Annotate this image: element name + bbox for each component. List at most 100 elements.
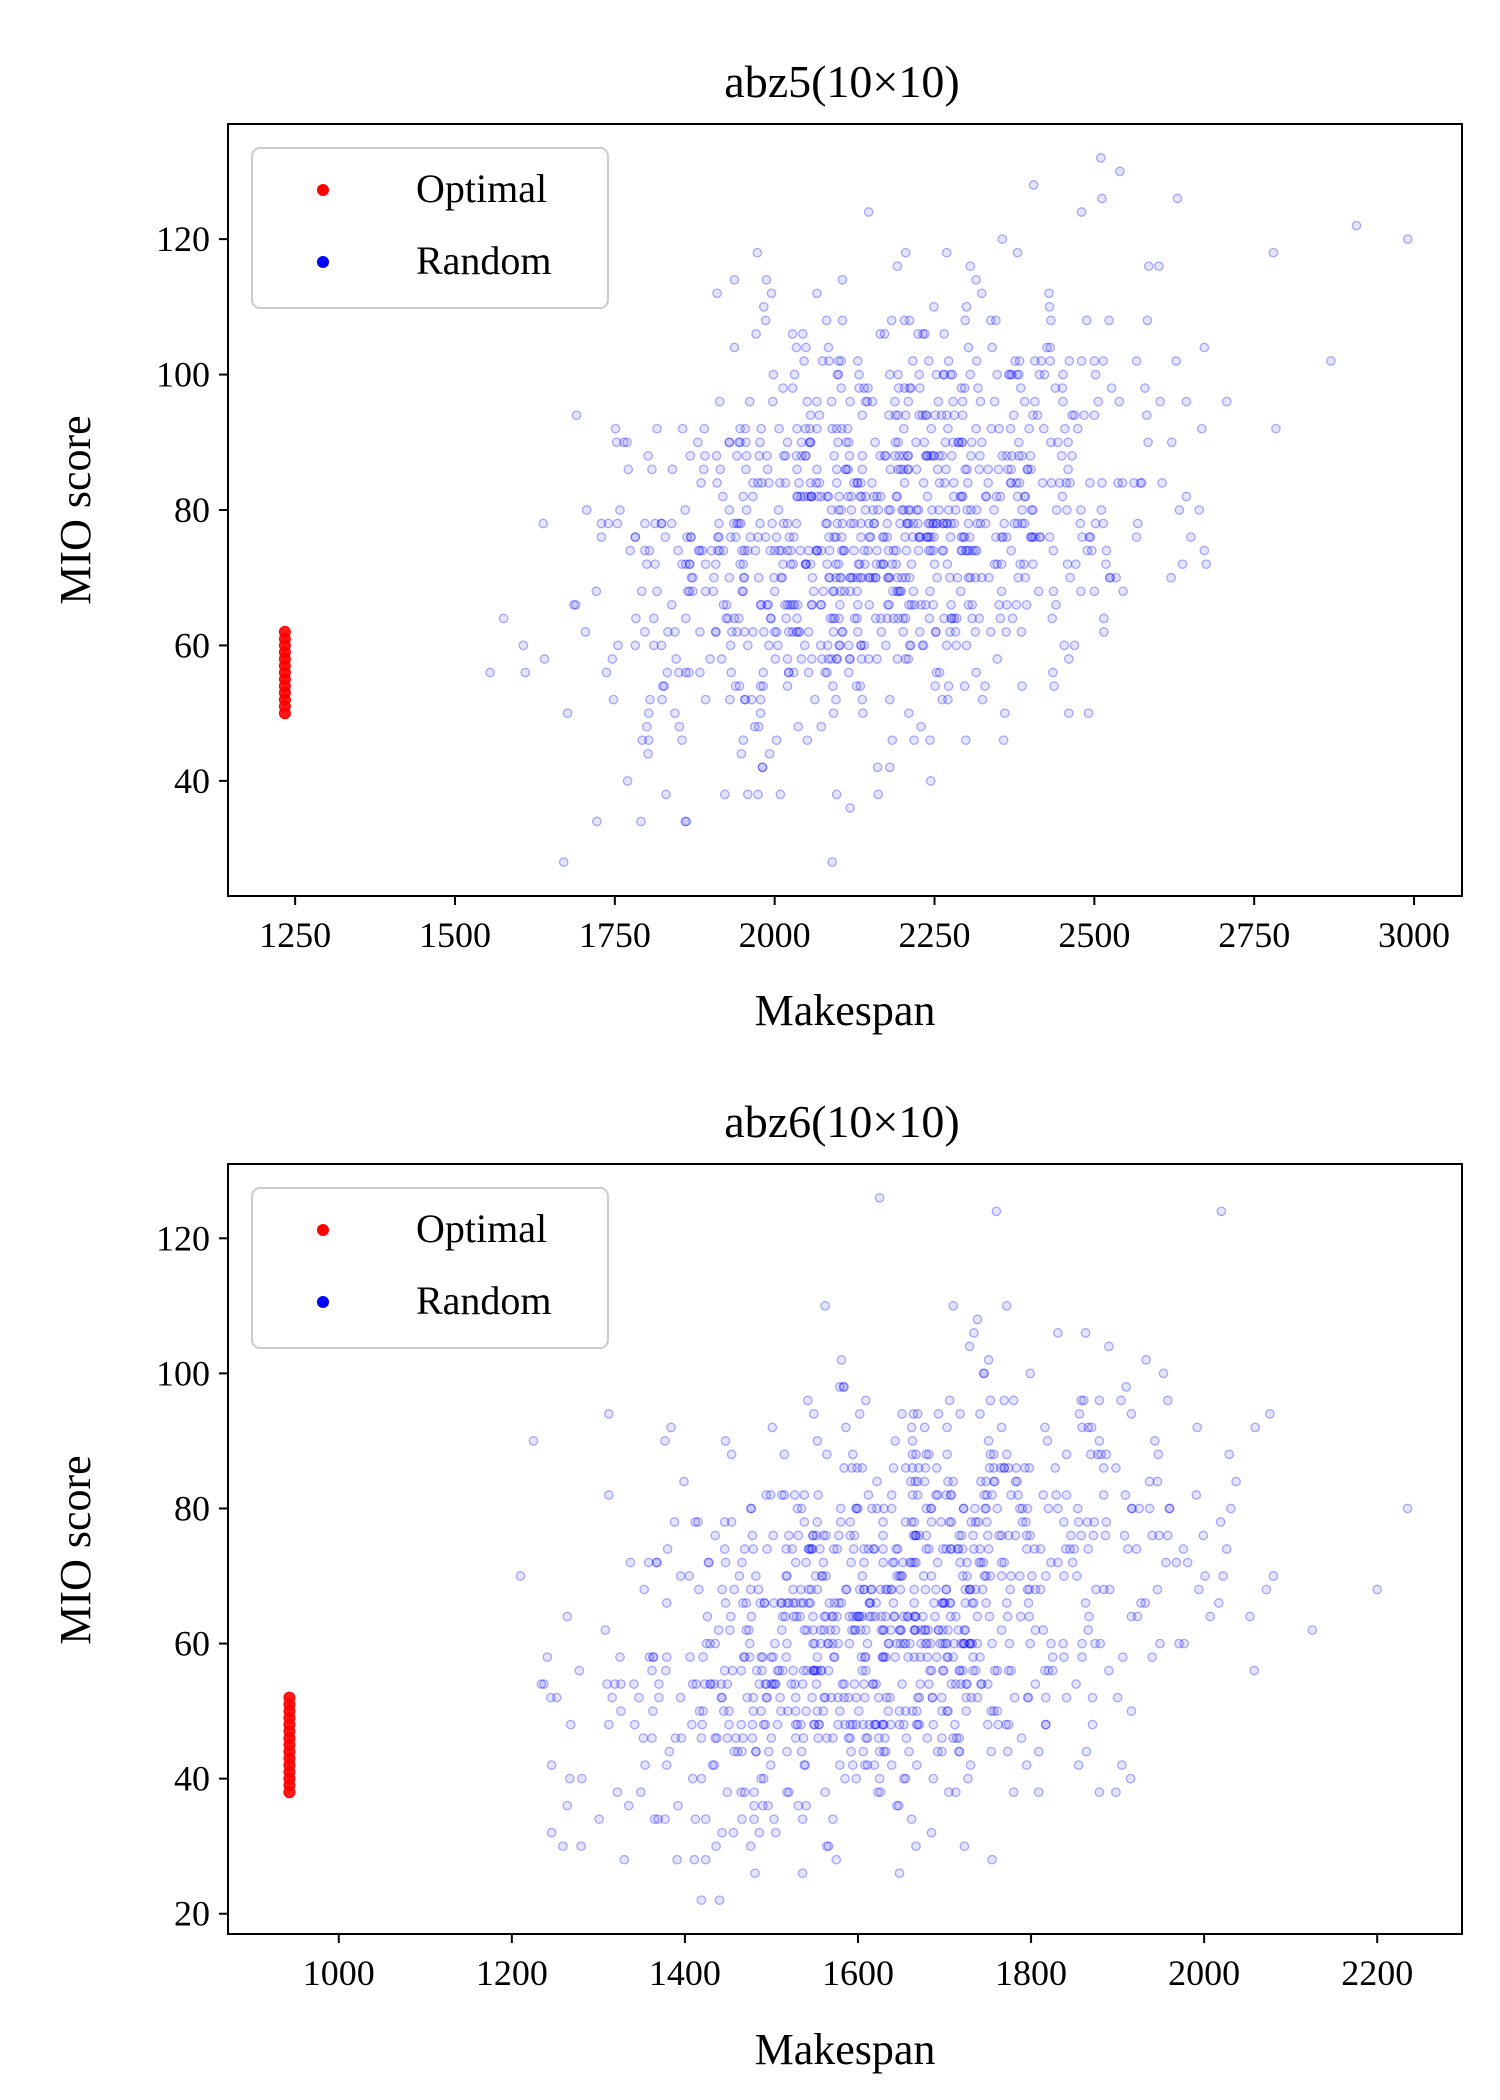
point-random bbox=[808, 1638, 818, 1649]
point-random bbox=[833, 1692, 843, 1703]
point-random bbox=[985, 1571, 996, 1581]
point-random bbox=[803, 1584, 814, 1595]
point-random bbox=[720, 1598, 731, 1608]
point-random bbox=[801, 342, 811, 353]
point-random bbox=[631, 613, 641, 624]
point-random bbox=[1017, 1503, 1028, 1514]
point-random bbox=[892, 1544, 903, 1554]
point-random bbox=[949, 518, 960, 529]
point-random bbox=[1015, 1611, 1026, 1622]
point-random bbox=[898, 1557, 908, 1568]
point-random bbox=[710, 627, 721, 637]
point-random bbox=[942, 518, 953, 529]
point-random bbox=[978, 1368, 989, 1379]
point-random bbox=[1221, 396, 1232, 407]
point-random bbox=[890, 1652, 901, 1662]
point-random bbox=[1046, 1638, 1056, 1649]
point-random bbox=[943, 1625, 953, 1635]
point-random bbox=[680, 505, 691, 515]
point-random bbox=[973, 1517, 984, 1527]
point-random bbox=[1001, 532, 1012, 542]
point-random bbox=[834, 491, 845, 502]
point-random bbox=[829, 613, 840, 624]
point-random bbox=[788, 559, 799, 570]
point-random bbox=[1089, 356, 1100, 366]
point-random bbox=[857, 450, 868, 461]
point-random bbox=[1008, 1395, 1019, 1406]
point-random bbox=[818, 1530, 829, 1541]
point-random bbox=[849, 478, 859, 488]
point-random bbox=[993, 1719, 1004, 1730]
point-random bbox=[709, 572, 719, 583]
point-random bbox=[745, 1584, 756, 1595]
point-random bbox=[796, 654, 807, 664]
point-random bbox=[684, 586, 695, 597]
point-random bbox=[1045, 342, 1056, 353]
point-random bbox=[610, 423, 621, 434]
point-random bbox=[1063, 708, 1074, 719]
point-random bbox=[939, 1598, 950, 1608]
point-random bbox=[991, 315, 1001, 326]
point-random bbox=[602, 1679, 612, 1689]
point-random bbox=[966, 1517, 977, 1527]
point-random bbox=[837, 627, 848, 637]
point-random bbox=[769, 545, 780, 556]
point-random bbox=[834, 1382, 845, 1392]
point-random bbox=[660, 1436, 670, 1446]
point-random bbox=[1044, 301, 1055, 312]
y-tick-label: 60 bbox=[174, 1624, 210, 1664]
point-random bbox=[670, 627, 680, 637]
point-random bbox=[546, 1827, 557, 1838]
point-random bbox=[718, 491, 728, 502]
point-random bbox=[941, 1544, 952, 1554]
point-random bbox=[894, 1625, 905, 1635]
point-random bbox=[1046, 437, 1056, 448]
point-random bbox=[821, 1530, 831, 1541]
point-random bbox=[812, 1706, 823, 1716]
point-random bbox=[921, 1544, 932, 1554]
point-random bbox=[752, 247, 763, 258]
point-random bbox=[765, 613, 776, 624]
point-random bbox=[677, 735, 687, 746]
point-random bbox=[971, 274, 981, 285]
point-random bbox=[760, 532, 771, 542]
point-random bbox=[895, 464, 906, 475]
point-random bbox=[1039, 369, 1050, 380]
point-random bbox=[945, 627, 955, 637]
point-random bbox=[846, 505, 857, 515]
point-random bbox=[951, 1733, 962, 1743]
point-random bbox=[673, 1800, 683, 1811]
point-random bbox=[857, 1611, 868, 1622]
point-random bbox=[771, 627, 782, 637]
point-random bbox=[765, 1490, 776, 1500]
point-random bbox=[753, 1584, 764, 1595]
point-random bbox=[603, 518, 614, 529]
point-random bbox=[1028, 505, 1038, 515]
point-random bbox=[832, 1611, 843, 1622]
point-random bbox=[776, 545, 786, 556]
point-random bbox=[1351, 220, 1362, 231]
point-random bbox=[828, 681, 838, 691]
point-random bbox=[1058, 369, 1068, 380]
point-random bbox=[745, 1503, 756, 1514]
point-random bbox=[889, 1611, 900, 1622]
point-random bbox=[1177, 559, 1188, 570]
point-random bbox=[799, 356, 809, 366]
point-random bbox=[902, 518, 912, 529]
point-random bbox=[841, 464, 852, 475]
point-random bbox=[1033, 1787, 1044, 1798]
point-random bbox=[776, 1706, 786, 1716]
point-random bbox=[1181, 491, 1192, 502]
point-random bbox=[808, 1625, 818, 1635]
point-random bbox=[686, 532, 696, 542]
point-random bbox=[925, 518, 935, 529]
point-random bbox=[740, 423, 751, 434]
point-random bbox=[886, 1625, 896, 1635]
point-random bbox=[943, 356, 954, 366]
point-random bbox=[932, 518, 942, 529]
point-random bbox=[910, 1625, 920, 1635]
point-random bbox=[875, 559, 886, 570]
point-random bbox=[783, 1598, 794, 1608]
point-random bbox=[933, 1625, 944, 1635]
point-random bbox=[937, 694, 948, 705]
